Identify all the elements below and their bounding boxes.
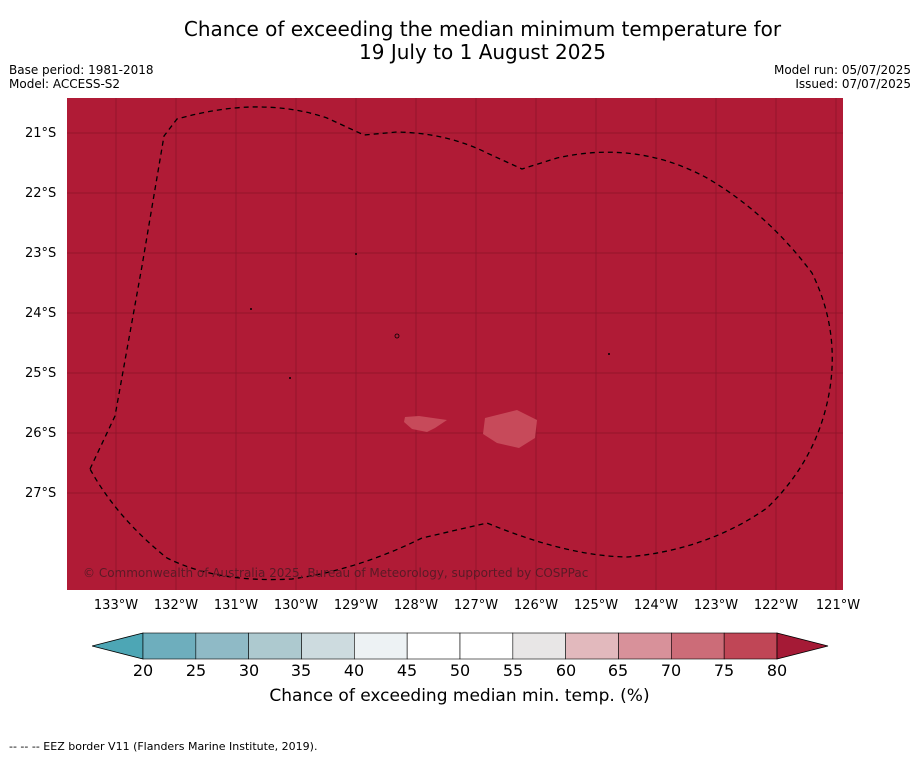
colorbar-segment bbox=[512, 632, 566, 660]
colorbar-segment bbox=[406, 632, 461, 660]
lon-tick-label: 121°W bbox=[815, 598, 861, 613]
colorbar-tick-label: 30 bbox=[238, 661, 260, 680]
lon-tick-label: 125°W bbox=[573, 598, 619, 613]
lower-probability-patch bbox=[404, 416, 447, 432]
lon-tick-label: 131°W bbox=[213, 598, 259, 613]
colorbar bbox=[91, 632, 832, 666]
issued-text: Issued: 07/07/2025 bbox=[795, 77, 911, 91]
map-panel: © Commonwealth of Australia 2025, Bureau… bbox=[67, 98, 843, 590]
colorbar-tick-label: 65 bbox=[607, 661, 629, 680]
island-dot bbox=[289, 377, 291, 379]
lon-tick-label: 123°W bbox=[693, 598, 739, 613]
lat-tick-label: 25°S bbox=[25, 366, 57, 381]
lat-tick-label: 27°S bbox=[25, 486, 57, 501]
colorbar-title: Chance of exceeding median min. temp. (%… bbox=[269, 686, 650, 706]
colorbar-segments bbox=[142, 632, 778, 660]
colorbar-segment bbox=[195, 632, 249, 660]
colorbar-svg bbox=[91, 632, 829, 660]
colorbar-segment bbox=[248, 632, 302, 660]
colorbar-tick-label: 35 bbox=[290, 661, 312, 680]
colorbar-tick-label: 20 bbox=[132, 661, 154, 680]
colorbar-tick-label: 80 bbox=[766, 661, 788, 680]
colorbar-tick-label: 50 bbox=[449, 661, 471, 680]
island-dot bbox=[250, 308, 252, 310]
lon-tick-label: 127°W bbox=[453, 598, 499, 613]
lon-tick-label: 133°W bbox=[93, 598, 139, 613]
colorbar-over-arrow bbox=[776, 632, 829, 660]
colorbar-tick-label: 25 bbox=[185, 661, 207, 680]
graticule bbox=[67, 98, 843, 590]
colorbar-tick-label: 70 bbox=[660, 661, 682, 680]
lon-tick-label: 132°W bbox=[153, 598, 199, 613]
colorbar-under-arrow bbox=[91, 632, 144, 660]
colorbar-tick-label: 40 bbox=[343, 661, 365, 680]
island-dot bbox=[608, 353, 610, 355]
lat-tick-label: 23°S bbox=[25, 246, 57, 261]
colorbar-segment bbox=[459, 632, 514, 660]
colorbar-segment bbox=[142, 632, 197, 660]
title-line-1: Chance of exceeding the median minimum t… bbox=[183, 17, 782, 41]
island-dot bbox=[394, 333, 400, 339]
meta-left: Base period: 1981-2018 Model: ACCESS-S2 bbox=[9, 63, 154, 91]
lon-tick-label: 126°W bbox=[513, 598, 559, 613]
colorbar-segment bbox=[618, 632, 672, 660]
colorbar-tick-label: 75 bbox=[713, 661, 735, 680]
colorbar-tick-label: 55 bbox=[502, 661, 524, 680]
colorbar-segment bbox=[671, 632, 725, 660]
lon-tick-label: 128°W bbox=[393, 598, 439, 613]
colorbar-segment bbox=[354, 632, 408, 660]
copyright-text: © Commonwealth of Australia 2025, Bureau… bbox=[83, 566, 588, 580]
map-svg: © Commonwealth of Australia 2025, Bureau… bbox=[67, 98, 843, 590]
colorbar-segment bbox=[723, 632, 778, 660]
island-dots bbox=[250, 253, 610, 379]
colorbar-segment bbox=[301, 632, 355, 660]
model-text: Model: ACCESS-S2 bbox=[9, 77, 121, 91]
lat-tick-label: 21°S bbox=[25, 126, 57, 141]
colorbar-segment bbox=[565, 632, 619, 660]
lat-tick-label: 26°S bbox=[25, 426, 57, 441]
eez-border bbox=[89, 106, 833, 581]
lower-probability-patch bbox=[483, 410, 537, 448]
lon-tick-label: 122°W bbox=[753, 598, 799, 613]
map-title: Chance of exceeding the median minimum t… bbox=[0, 18, 919, 64]
lon-tick-label: 124°W bbox=[633, 598, 679, 613]
colorbar-tick-label: 45 bbox=[396, 661, 418, 680]
lat-tick-label: 22°S bbox=[25, 186, 57, 201]
base-period-text: Base period: 1981-2018 bbox=[9, 63, 154, 77]
lon-tick-label: 129°W bbox=[333, 598, 379, 613]
title-line-2: 19 July to 1 August 2025 bbox=[359, 40, 606, 64]
meta-right: Model run: 05/07/2025 Issued: 07/07/2025 bbox=[774, 63, 911, 91]
island-dot bbox=[355, 253, 357, 255]
eez-legend-text: -- -- -- EEZ border V11 (Flanders Marine… bbox=[9, 740, 318, 753]
lat-tick-label: 24°S bbox=[25, 306, 57, 321]
lon-tick-label: 130°W bbox=[273, 598, 319, 613]
model-run-text: Model run: 05/07/2025 bbox=[773, 63, 911, 77]
colorbar-tick-label: 60 bbox=[555, 661, 577, 680]
